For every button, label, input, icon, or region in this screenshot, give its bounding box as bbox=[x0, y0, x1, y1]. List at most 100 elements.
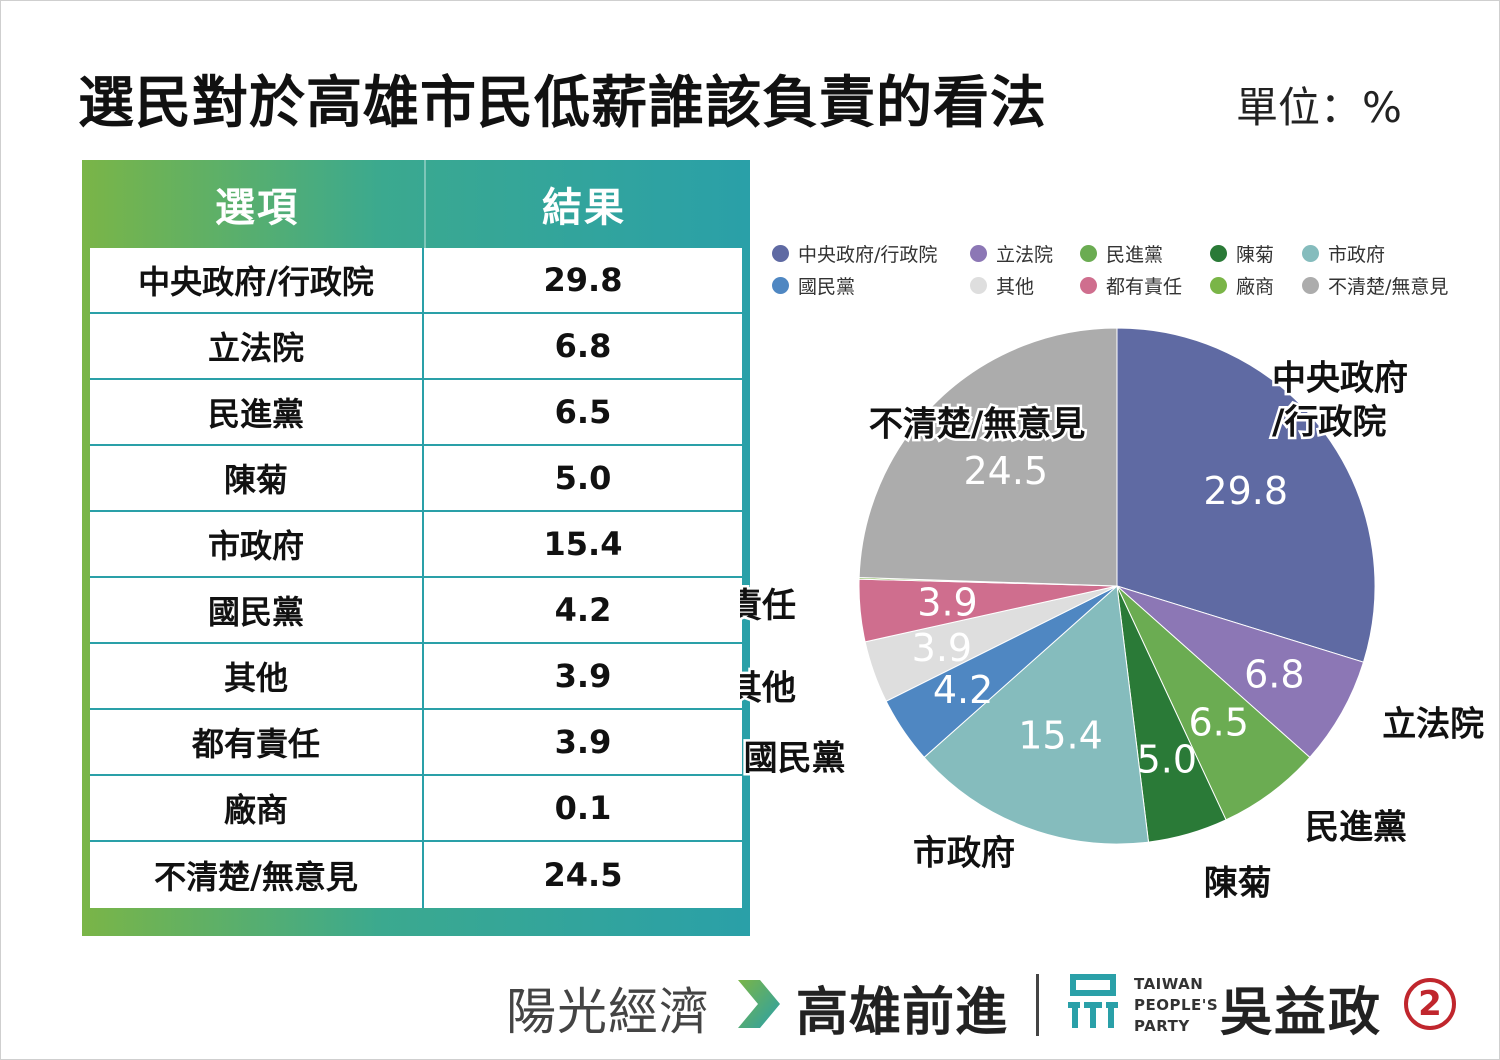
legend-label: 其他 bbox=[996, 275, 1035, 298]
legend-swatch bbox=[1302, 244, 1319, 262]
legend-label: 立法院 bbox=[996, 243, 1054, 266]
row-option: 中央政府/行政院 bbox=[90, 248, 424, 312]
slice-value-label: 4.2 bbox=[933, 668, 993, 712]
row-result: 4.2 bbox=[554, 591, 612, 629]
legend-swatch bbox=[1210, 276, 1227, 294]
party-line: PARTY bbox=[1134, 1017, 1190, 1035]
slice-value-label: 6.8 bbox=[1244, 653, 1304, 697]
pie-slice bbox=[1116, 327, 1376, 663]
legend-item: 廠商 bbox=[1210, 272, 1302, 298]
legend-item: 民進黨 bbox=[1080, 240, 1210, 266]
legend-label: 廠商 bbox=[1236, 275, 1275, 298]
slice-category-label: 中央政府/行政院 bbox=[1272, 359, 1408, 443]
legend-item: 立法院 bbox=[970, 240, 1080, 266]
row-result: 5.0 bbox=[554, 459, 612, 497]
table-row: 市政府 15.4 bbox=[90, 512, 742, 578]
table-body: 中央政府/行政院 29.8 立法院 6.8 民進黨 6.5 陳菊 5.0 市政府 15.4… bbox=[90, 248, 742, 908]
legend-item: 其他 bbox=[970, 272, 1080, 298]
row-result: 3.9 bbox=[554, 723, 612, 761]
row-option: 民進黨 bbox=[90, 380, 424, 444]
legend-label: 不清楚/無意見 bbox=[1328, 275, 1449, 298]
slice-value-label: 3.9 bbox=[917, 580, 977, 624]
row-result: 24.5 bbox=[543, 856, 623, 894]
legend-item: 都有責任 bbox=[1080, 272, 1210, 298]
row-option: 不清楚/無意見 bbox=[90, 842, 424, 908]
row-option: 都有責任 bbox=[90, 710, 424, 774]
table-row: 其他 3.9 bbox=[90, 644, 742, 710]
legend-swatch bbox=[1080, 244, 1097, 262]
slice-value-label: 5.0 bbox=[1137, 738, 1197, 782]
slice-category-label: 民進黨 bbox=[1305, 807, 1407, 847]
legend-swatch bbox=[970, 244, 987, 262]
row-option: 廠商 bbox=[90, 776, 424, 840]
legend-item: 市政府 bbox=[1302, 240, 1462, 266]
slice-category-label: 立法院 bbox=[1382, 705, 1484, 745]
row-option: 陳菊 bbox=[90, 446, 424, 510]
legend-swatch bbox=[772, 244, 789, 262]
row-option: 其他 bbox=[90, 644, 424, 708]
row-option: 市政府 bbox=[90, 512, 424, 576]
table-row: 廠商 0.1 bbox=[90, 776, 742, 842]
legend-label: 市政府 bbox=[1328, 243, 1386, 266]
table-row: 不清楚/無意見 24.5 bbox=[90, 842, 742, 908]
slice-value-label: 15.4 bbox=[1018, 714, 1103, 758]
header-option: 選項 bbox=[90, 160, 426, 248]
row-option: 國民黨 bbox=[90, 578, 424, 642]
table-row: 國民黨 4.2 bbox=[90, 578, 742, 644]
row-option: 立法院 bbox=[90, 314, 424, 378]
arrow-icon bbox=[738, 980, 780, 1028]
slice-category-label: 其他 bbox=[740, 669, 796, 709]
pie-slice bbox=[1116, 585, 1365, 759]
unit-label: 單位：% bbox=[1236, 83, 1402, 132]
chart-legend: 中央政府/行政院 立法院 民進黨 陳菊 市政府國民黨 其他 都有責任 廠商 不清楚/無意見 bbox=[772, 240, 1492, 298]
slice-value-label: 3.9 bbox=[912, 626, 972, 670]
row-result: 15.4 bbox=[543, 525, 623, 563]
page-title: 選民對於高雄市民低薪誰該負責的看法 bbox=[78, 71, 1047, 136]
legend-label: 國民黨 bbox=[798, 275, 856, 298]
footer: 陽光經濟 高雄前進 TAIWAN PEOPLE'S PARTY 吳益政 bbox=[0, 960, 1500, 1050]
legend-label: 陳菊 bbox=[1236, 243, 1275, 266]
pie-slice bbox=[923, 584, 1150, 845]
legend-swatch bbox=[970, 276, 987, 294]
legend-swatch bbox=[1080, 276, 1097, 294]
party-logo-icon bbox=[1068, 974, 1118, 1028]
slice-category-label: 市政府 bbox=[913, 833, 1015, 873]
slogan-sunshine-economy: 陽光經濟 bbox=[506, 983, 710, 1041]
party-line: TAIWAN bbox=[1134, 975, 1204, 993]
table-row: 都有責任 3.9 bbox=[90, 710, 742, 776]
slogan-kaohsiung-forward: 高雄前進 bbox=[796, 983, 1009, 1043]
row-result: 0.1 bbox=[554, 789, 612, 827]
legend-swatch bbox=[1210, 244, 1227, 262]
table-row: 民進黨 6.5 bbox=[90, 380, 742, 446]
legend-item: 不清楚/無意見 bbox=[1302, 272, 1462, 298]
header-result: 結果 bbox=[542, 185, 626, 231]
candidate-name: 吳益政 bbox=[1220, 983, 1383, 1043]
pie-slice bbox=[858, 327, 1118, 587]
results-table: 選項 結果 中央政府/行政院 29.8 立法院 6.8 民進黨 6.5 陳菊 5.0 市… bbox=[82, 160, 750, 936]
legend-label: 中央政府/行政院 bbox=[798, 243, 938, 266]
row-result: 6.5 bbox=[554, 393, 612, 431]
slice-value-label: 6.5 bbox=[1188, 701, 1248, 745]
row-result: 3.9 bbox=[554, 657, 612, 695]
legend-label: 都有責任 bbox=[1106, 275, 1183, 298]
slice-category-label: 國民黨 bbox=[744, 739, 846, 779]
footer-divider bbox=[1036, 974, 1039, 1036]
slice-value-label: 29.8 bbox=[1203, 469, 1288, 513]
legend-swatch bbox=[772, 276, 789, 294]
table-row: 中央政府/行政院 29.8 bbox=[90, 248, 742, 314]
legend-item: 陳菊 bbox=[1210, 240, 1302, 266]
legend-label: 民進黨 bbox=[1106, 243, 1164, 266]
legend-item: 中央政府/行政院 bbox=[772, 240, 970, 266]
candidate-number: 2 bbox=[1404, 978, 1456, 1030]
slice-category-label: 陳菊 bbox=[1204, 864, 1272, 900]
slice-category-label: 都有責任 bbox=[740, 586, 796, 626]
row-result: 29.8 bbox=[543, 261, 623, 299]
row-result: 6.8 bbox=[554, 327, 612, 365]
slice-category-label: 不清楚/無意見 bbox=[869, 404, 1085, 444]
party-line: PEOPLE'S bbox=[1134, 996, 1219, 1014]
table-row: 陳菊 5.0 bbox=[90, 446, 742, 512]
party-name: TAIWAN PEOPLE'S PARTY bbox=[1134, 974, 1218, 1037]
table-row: 立法院 6.8 bbox=[90, 314, 742, 380]
pie-chart: 29.86.86.55.015.44.23.93.924.5中央政府/行政院立法… bbox=[740, 327, 1487, 900]
table-header: 選項 結果 bbox=[90, 160, 742, 248]
